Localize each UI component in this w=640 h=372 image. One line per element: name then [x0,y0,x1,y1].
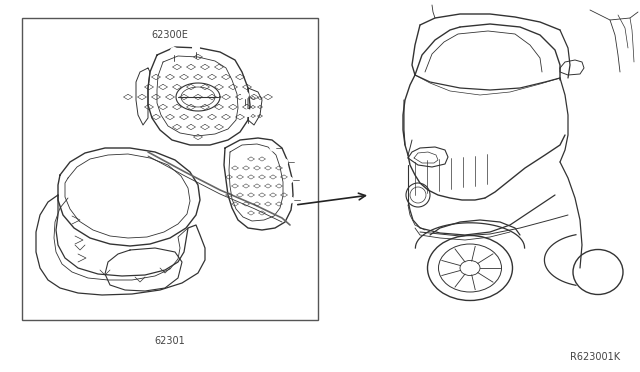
Text: R623001K: R623001K [570,352,620,362]
Circle shape [282,159,288,165]
Circle shape [244,109,252,116]
Bar [22,18,318,320]
Circle shape [241,92,248,99]
Text: 62300E: 62300E [152,30,188,40]
Circle shape [193,45,200,51]
Circle shape [270,145,276,151]
Text: 62301: 62301 [155,336,186,346]
Circle shape [287,177,293,183]
Circle shape [170,48,177,55]
Circle shape [288,197,294,203]
